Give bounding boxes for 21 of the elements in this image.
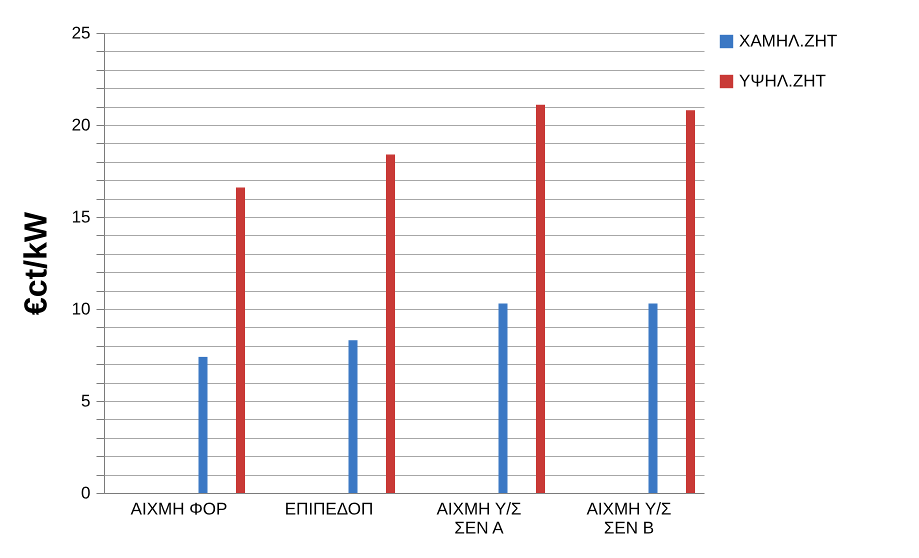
bar: [236, 188, 245, 493]
y-axis-title: €ct/kW: [18, 211, 54, 316]
bar: [348, 340, 358, 493]
bar: [536, 104, 545, 493]
y-tick-label: 5: [81, 392, 90, 410]
legend-label: ΧΑΜΗΛ.ΖΗΤ: [739, 32, 838, 50]
x-tick-label: ΑΙΧΜΗ Υ/Σ ΣΕΝ Α: [436, 500, 522, 538]
x-tick-label: ΕΠΙΠΕΔΟΠ: [284, 500, 374, 518]
bar: [386, 154, 395, 493]
y-tick-label: 20: [72, 116, 90, 134]
y-tick-label: 10: [72, 300, 90, 318]
bar: [498, 303, 508, 493]
y-tick-label: 0: [81, 484, 90, 502]
y-tick-label: 25: [72, 24, 90, 42]
bar: [198, 356, 208, 493]
y-tick-label: 15: [72, 208, 90, 226]
legend-label: ΥΨΗΛ.ΖΗΤ: [739, 72, 826, 90]
bar: [686, 110, 695, 493]
x-tick-label: ΑΙΧΜΗ ΦΟΡ: [130, 500, 228, 518]
bar: [648, 303, 658, 493]
x-tick-label: ΑΙΧΜΗ Υ/Σ ΣΕΝ Β: [586, 500, 672, 538]
